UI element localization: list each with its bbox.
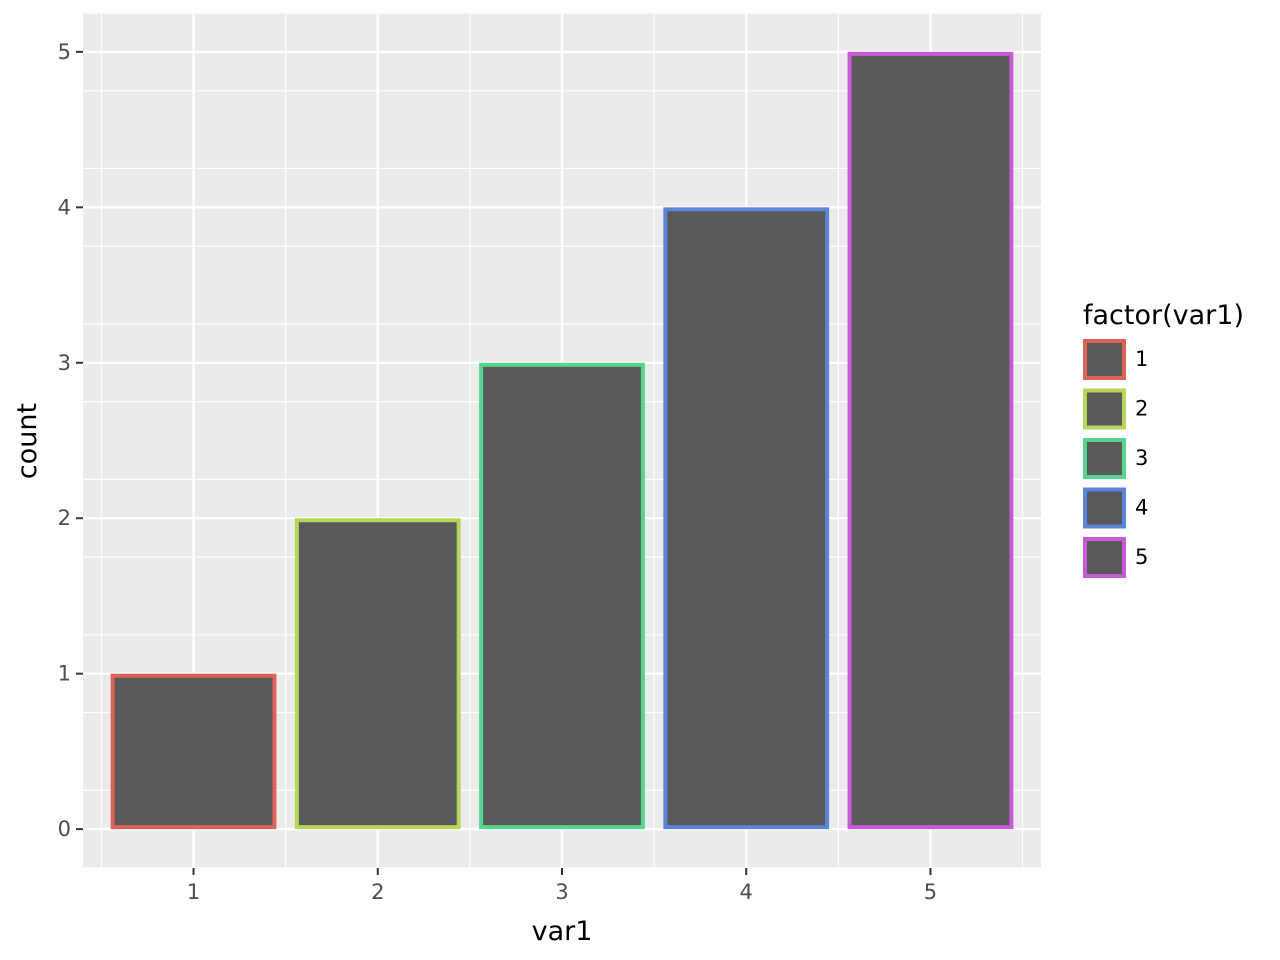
- legend-key-1: [1083, 339, 1126, 380]
- y-tick-label: 1: [58, 662, 71, 686]
- bar-4: [663, 207, 830, 830]
- y-tick-label: 5: [58, 40, 71, 64]
- legend-key-4: [1083, 487, 1126, 529]
- x-tick-label: 4: [740, 880, 753, 904]
- bars: [110, 51, 1014, 830]
- y-tick-label: 2: [58, 506, 71, 530]
- x-tick-label: 3: [555, 880, 568, 904]
- legend-key-5: [1083, 537, 1126, 578]
- legend-label: 2: [1135, 397, 1148, 421]
- x-tick-label: 1: [187, 880, 200, 904]
- y-axis-title: count: [12, 403, 43, 479]
- legend-label: 1: [1135, 347, 1148, 371]
- bar-5: [847, 51, 1014, 830]
- bar-1: [110, 673, 277, 830]
- bar-2: [294, 518, 461, 830]
- legend-key-2: [1083, 388, 1126, 430]
- bar-3: [479, 362, 645, 830]
- y-tick-label: 3: [58, 351, 71, 375]
- x-axis-title: var1: [532, 916, 593, 947]
- legend-label: 4: [1135, 496, 1148, 520]
- x-axis: 1 2 3 4 5: [187, 868, 937, 904]
- y-tick-label: 4: [58, 195, 71, 219]
- legend-key-3: [1083, 438, 1126, 479]
- y-axis: 0 1 2 3 4 5: [58, 40, 83, 841]
- legend: factor(var1) 1 2 3 4 5: [1083, 300, 1244, 578]
- x-tick-label: 2: [371, 880, 384, 904]
- x-tick-label: 5: [924, 880, 937, 904]
- legend-title: factor(var1): [1083, 300, 1244, 331]
- legend-label: 5: [1135, 545, 1148, 569]
- y-tick-label: 0: [58, 817, 71, 841]
- legend-label: 3: [1135, 446, 1148, 470]
